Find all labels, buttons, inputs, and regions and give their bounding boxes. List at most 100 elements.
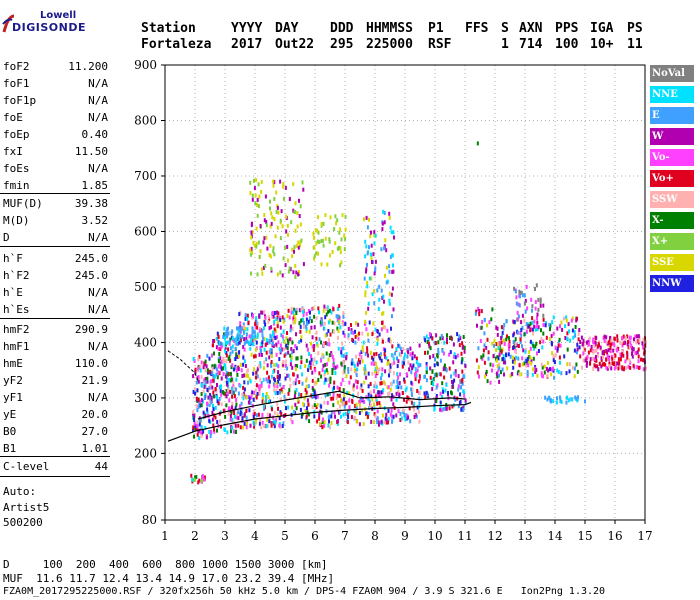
echo-point: [342, 370, 345, 375]
echo-point: [398, 381, 401, 385]
echo-point: [373, 420, 375, 425]
echo-point: [642, 367, 645, 372]
echo-point: [517, 302, 520, 307]
echo-point: [450, 336, 453, 341]
echo-point: [530, 359, 533, 364]
echo-point: [461, 345, 464, 350]
echo-point: [204, 384, 207, 389]
echo-point: [338, 245, 340, 250]
echo-point: [542, 313, 545, 318]
echo-point: [445, 382, 448, 387]
echo-point: [387, 337, 390, 342]
echo-point: [253, 411, 256, 416]
echo-point: [390, 326, 392, 331]
echo-point: [258, 328, 261, 333]
echo-point: [518, 363, 521, 368]
echo-point: [356, 419, 359, 424]
echo-point: [305, 390, 308, 395]
echo-point: [637, 365, 640, 370]
echo-point: [383, 246, 386, 251]
echo-point: [351, 400, 354, 405]
echo-point: [244, 316, 247, 321]
echo-point: [209, 382, 212, 387]
echo-point: [226, 340, 229, 345]
echo-point: [273, 424, 276, 429]
echo-point: [503, 323, 506, 327]
echo-point: [280, 387, 283, 392]
echo-point: [253, 186, 256, 191]
echo-point: [638, 338, 641, 343]
echo-point: [295, 364, 298, 368]
echo-point: [382, 325, 385, 330]
echo-point: [391, 270, 394, 274]
echo-point: [225, 389, 228, 394]
echo-point: [362, 422, 365, 426]
echo-point: [309, 365, 312, 370]
echo-point: [480, 309, 483, 314]
param-value: N/A: [88, 391, 108, 404]
echo-point: [210, 395, 213, 400]
echo-point: [611, 361, 614, 366]
echo-point: [305, 358, 308, 363]
echo-point: [520, 320, 523, 325]
echo-point: [543, 370, 546, 375]
echo-point: [334, 365, 337, 370]
echo-point: [452, 354, 455, 359]
echo-point: [554, 353, 557, 358]
echo-point: [339, 325, 342, 330]
echo-point: [270, 354, 273, 359]
echo-point: [397, 359, 400, 364]
echo-point: [345, 374, 348, 379]
echo-point: [355, 409, 358, 414]
echo-point: [637, 347, 640, 352]
echo-point: [393, 235, 395, 240]
echo-point: [332, 403, 335, 408]
param-name: foF1: [3, 77, 30, 90]
echo-point: [368, 245, 370, 250]
echo-point: [315, 251, 318, 256]
echo-point: [337, 400, 340, 405]
echo-point: [621, 336, 624, 341]
echo-point: [259, 361, 262, 365]
echo-point: [263, 400, 265, 405]
profile-curve-upper: [197, 390, 466, 420]
echo-point: [512, 340, 515, 344]
echo-point: [323, 326, 326, 331]
echo-point: [576, 398, 579, 403]
echo-point: [450, 374, 452, 379]
echo-point: [261, 333, 264, 338]
echo-point: [255, 413, 258, 418]
echo-point: [626, 355, 629, 360]
echo-point: [270, 421, 273, 426]
echo-point: [490, 317, 493, 322]
echo-point: [298, 321, 301, 326]
echo-point: [392, 263, 394, 268]
echo-point: [359, 360, 361, 365]
echo-point: [340, 353, 343, 358]
x-tick-label: 2: [191, 529, 199, 543]
echo-point: [317, 215, 319, 220]
echo-point: [385, 280, 388, 285]
echo-point: [259, 348, 262, 353]
echo-point: [294, 367, 297, 371]
echo-point: [607, 343, 610, 347]
echo-point: [568, 362, 571, 367]
echo-point: [512, 319, 515, 324]
echo-point: [540, 362, 543, 367]
echo-point: [529, 339, 532, 344]
echo-point: [517, 369, 520, 374]
echo-point: [439, 336, 442, 341]
echo-point: [534, 306, 537, 311]
echo-point: [295, 356, 298, 361]
echo-point: [353, 368, 356, 373]
echo-point: [289, 377, 292, 382]
echo-point: [498, 362, 501, 367]
echo-point: [392, 230, 395, 235]
echo-point: [389, 387, 392, 392]
echo-point: [576, 347, 579, 352]
echo-point: [233, 411, 236, 415]
echo-point: [255, 241, 258, 246]
echo-point: [517, 344, 520, 348]
echo-point: [604, 362, 607, 367]
echo-point: [390, 230, 393, 235]
